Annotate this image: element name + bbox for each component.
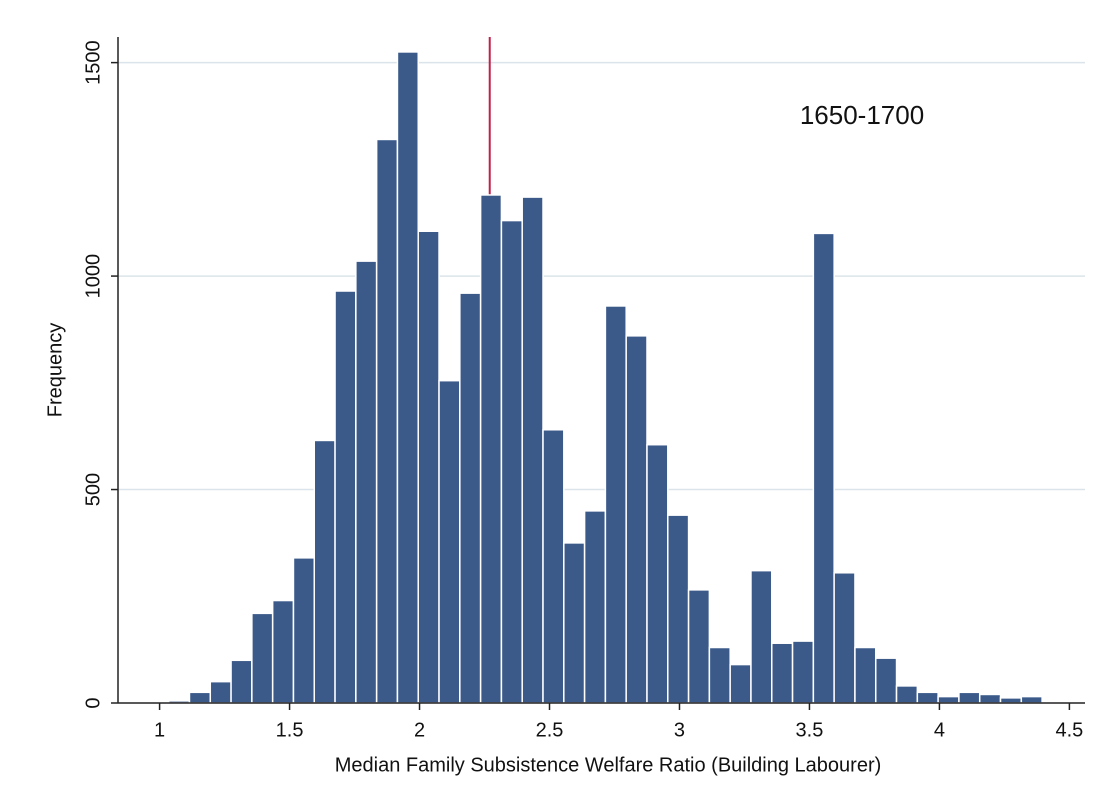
bar (687, 589, 711, 704)
bar (334, 290, 357, 704)
bar (230, 659, 253, 704)
y-tick-label: 500 (82, 473, 104, 506)
bar (625, 335, 648, 704)
y-axis-label: Frequency (44, 323, 66, 418)
bar (375, 138, 399, 704)
bar (271, 599, 295, 704)
bar (479, 194, 503, 704)
x-tick-label: 1 (154, 719, 165, 741)
bar (874, 657, 898, 704)
y-tick-label: 1500 (82, 40, 104, 85)
bar (583, 510, 607, 704)
bar (459, 292, 482, 704)
bar (396, 51, 419, 704)
bar (729, 663, 752, 704)
bar (417, 230, 440, 704)
bar (292, 557, 316, 704)
x-axis-label: Median Family Subsistence Welfare Ratio … (335, 754, 882, 776)
bar (646, 443, 669, 704)
x-tick-label: 1.5 (276, 719, 304, 741)
bar (667, 514, 690, 704)
bar (958, 691, 981, 704)
bar (791, 640, 815, 704)
x-tick-label: 4 (934, 719, 945, 741)
bar (750, 569, 773, 704)
bar (978, 693, 1002, 704)
bar (209, 680, 232, 704)
annotation: 1650-1700 (800, 100, 924, 130)
bar (604, 305, 627, 704)
bar (188, 691, 212, 704)
bar (438, 379, 461, 704)
bar (251, 612, 274, 704)
x-tick-label: 2.5 (536, 719, 564, 741)
bar (313, 439, 336, 704)
bar (500, 219, 523, 704)
bar (812, 232, 835, 704)
bar (854, 646, 877, 704)
x-tick-label: 2 (414, 719, 425, 741)
bar (833, 572, 856, 704)
y-tick-label: 1000 (82, 254, 104, 299)
x-tick-label: 4.5 (1055, 719, 1083, 741)
bar (1020, 695, 1043, 704)
bar (937, 695, 960, 704)
bar (771, 642, 794, 704)
bar (355, 260, 378, 704)
bar (999, 697, 1023, 704)
bar (916, 691, 939, 704)
bar (895, 685, 919, 704)
bar (563, 542, 586, 704)
x-tick-label: 3 (674, 719, 685, 741)
bar (542, 429, 565, 704)
y-tick-label: 0 (82, 697, 104, 708)
x-tick-label: 3.5 (796, 719, 824, 741)
bar (521, 196, 544, 704)
bar (708, 646, 731, 704)
